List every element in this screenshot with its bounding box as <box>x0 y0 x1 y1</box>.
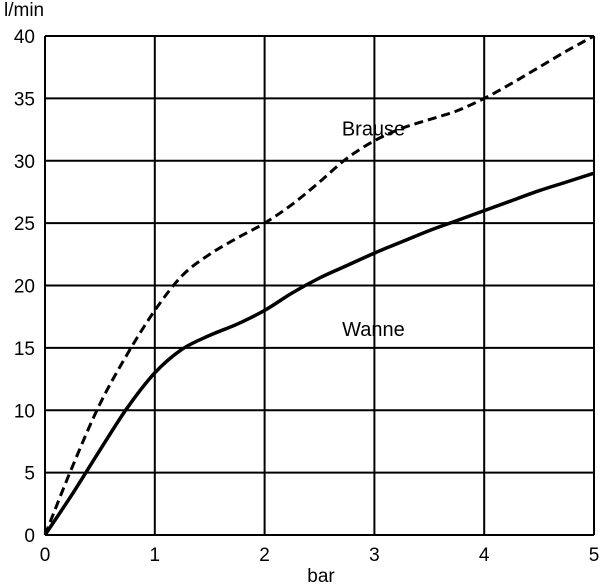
y-tick-label: 25 <box>14 214 35 235</box>
series-label: Brause <box>342 118 405 140</box>
x-tick-label: 1 <box>150 545 161 566</box>
series-group <box>43 34 595 536</box>
y-axis-title: l/min <box>4 0 44 21</box>
x-tick-label: 5 <box>589 545 600 566</box>
y-tick-label: 35 <box>14 89 35 110</box>
y-tick-label: 30 <box>14 152 35 173</box>
y-tick-label: 20 <box>14 277 35 298</box>
series-labels: Brause Wanne <box>342 118 405 341</box>
x-tick-label: 0 <box>40 545 51 566</box>
series-line-brause <box>43 34 595 536</box>
grid <box>44 35 595 536</box>
x-axis-title: bar <box>307 566 335 585</box>
x-tick-label: 2 <box>259 545 270 566</box>
y-tick-label: 40 <box>14 27 35 48</box>
tick-labels: 0 5 10 15 20 25 30 35 40 0 1 2 3 4 5 <box>14 27 599 566</box>
y-tick-label: 5 <box>24 464 35 485</box>
y-tick-label: 10 <box>14 401 35 422</box>
series-label: Wanne <box>342 319 405 341</box>
y-tick-label: 15 <box>14 339 35 360</box>
x-tick-label: 3 <box>369 545 380 566</box>
series-line-wanne <box>43 171 595 536</box>
x-tick-label: 4 <box>479 545 490 566</box>
y-tick-label: 0 <box>24 526 35 547</box>
